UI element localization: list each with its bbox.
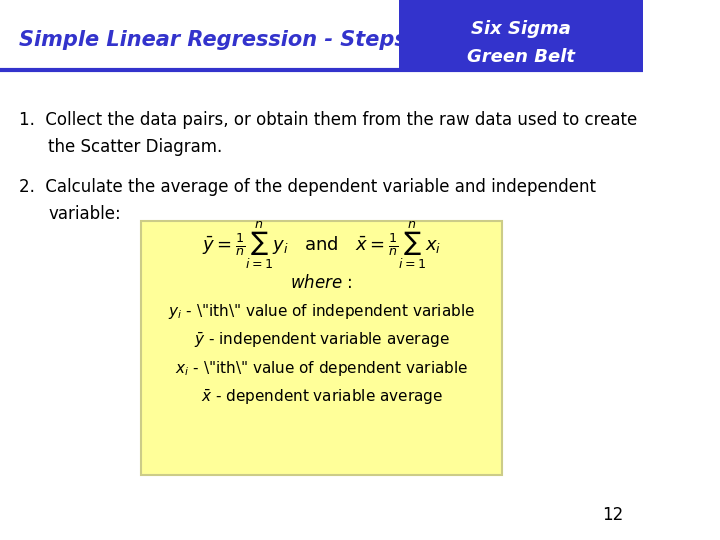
Text: $y_i$ - \"ith\" value of independent variable: $y_i$ - \"ith\" value of independent var… bbox=[168, 302, 475, 321]
FancyBboxPatch shape bbox=[141, 221, 502, 475]
Text: Green Belt: Green Belt bbox=[467, 48, 575, 66]
FancyBboxPatch shape bbox=[399, 0, 643, 70]
Text: $\it{where}$ :: $\it{where}$ : bbox=[290, 274, 353, 293]
Text: the Scatter Diagram.: the Scatter Diagram. bbox=[48, 138, 222, 156]
Text: variable:: variable: bbox=[48, 205, 121, 223]
Text: Six Sigma: Six Sigma bbox=[471, 19, 571, 38]
Text: 1.  Collect the data pairs, or obtain them from the raw data used to create: 1. Collect the data pairs, or obtain the… bbox=[19, 111, 637, 129]
Text: Simple Linear Regression - Steps: Simple Linear Regression - Steps bbox=[19, 30, 407, 51]
Text: $x_i$ - \"ith\" value of dependent variable: $x_i$ - \"ith\" value of dependent varia… bbox=[175, 359, 468, 379]
Text: $\bar{x}$ - dependent variable average: $\bar{x}$ - dependent variable average bbox=[200, 388, 443, 407]
Text: 2.  Calculate the average of the dependent variable and independent: 2. Calculate the average of the dependen… bbox=[19, 178, 596, 196]
Text: 12: 12 bbox=[603, 506, 624, 524]
Text: $\bar{y}$ - independent variable average: $\bar{y}$ - independent variable average bbox=[194, 330, 449, 350]
Text: $\bar{y} = \frac{1}{n}\sum_{i=1}^{n} y_i$   and   $\bar{x} = \frac{1}{n}\sum_{i=: $\bar{y} = \frac{1}{n}\sum_{i=1}^{n} y_i… bbox=[202, 220, 441, 272]
